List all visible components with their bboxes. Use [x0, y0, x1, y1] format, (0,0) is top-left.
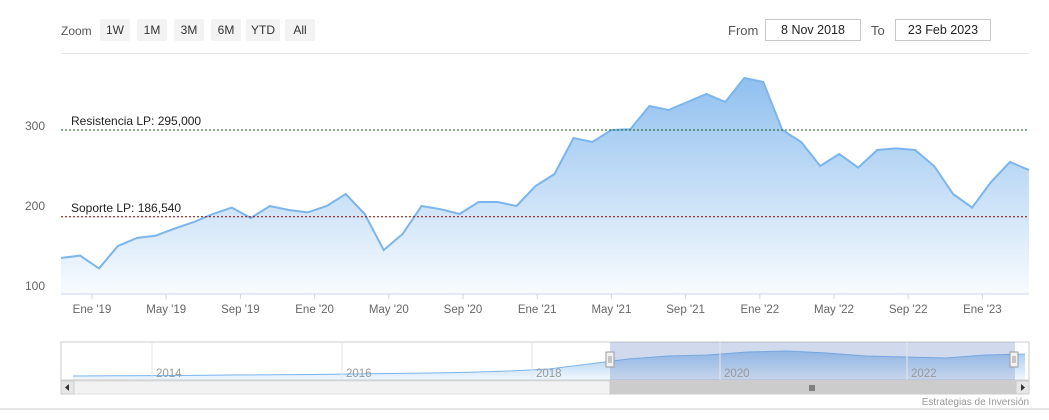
navigator-left-handle — [605, 351, 615, 368]
x-tick-label: Sep '22 — [889, 304, 928, 316]
navigator-series-line — [72, 350, 1026, 377]
x-tick-label: Ene '19 — [73, 304, 112, 316]
navigator-year-label: 2022 — [911, 368, 937, 380]
navigator-selected-range — [610, 342, 1015, 380]
zoom-label: Zoom — [61, 24, 92, 38]
x-tick-label: May '21 — [591, 304, 631, 316]
scroll-right-arrow-icon — [1021, 384, 1025, 391]
to-date-input[interactable]: 23 Feb 2023 — [895, 19, 991, 41]
y-tick-label: 200 — [25, 199, 45, 213]
x-tick-label: Ene '22 — [740, 304, 779, 316]
y-tick-label: 100 — [25, 279, 45, 293]
x-tick-label: Sep '21 — [666, 304, 705, 316]
zoom-1m-button[interactable]: 1M — [137, 19, 167, 41]
annotations: Resistencia LP: 295,000 Soporte LP: 186,5… — [61, 114, 1029, 218]
x-tick-label: May '22 — [814, 304, 854, 316]
to-label: To — [871, 23, 885, 38]
navigator[interactable]: 2014 2016 2018 2020 2022 — [0, 341, 1049, 410]
toolbar-divider — [61, 53, 1029, 54]
navigator-year-label: 2016 — [346, 368, 372, 380]
x-tick-label: May '19 — [146, 304, 186, 316]
x-tick-label: Sep '20 — [444, 304, 483, 316]
support-label: Soporte LP: 186,540 — [71, 201, 181, 215]
series-line — [60, 76, 1030, 270]
x-axis: Ene '19 May '19 Sep '19 Ene '20 May '20 Sep '… — [61, 293, 1029, 316]
y-axis: 100 200 300 — [25, 119, 45, 293]
x-tick-label: Sep '19 — [221, 304, 260, 316]
navigator-series-area — [73, 351, 1025, 380]
navigator-right-handle — [1009, 351, 1019, 368]
resistance-label: Resistencia LP: 295,000 — [71, 114, 201, 128]
navigator-year-label: 2018 — [536, 368, 562, 380]
x-tick-label: May '20 — [369, 304, 409, 316]
zoom-ytd-button[interactable]: YTD — [246, 19, 280, 41]
x-tick-label: Ene '20 — [295, 304, 334, 316]
x-tick-label: Ene '23 — [963, 304, 1002, 316]
plot-area — [60, 76, 1030, 294]
range-selector-toolbar: Zoom 1W 1M 3M 6M YTD All From 8 Nov 2018… — [0, 0, 1049, 54]
from-date-input[interactable]: 8 Nov 2018 — [765, 19, 861, 41]
x-tick-label: Ene '21 — [518, 304, 557, 316]
series-area — [61, 78, 1029, 294]
zoom-all-button[interactable]: All — [285, 19, 315, 41]
zoom-6m-button[interactable]: 6M — [211, 19, 241, 41]
navigator-year-label: 2014 — [156, 368, 182, 380]
scroll-left-arrow-icon — [65, 384, 69, 391]
credits-text: Estrategias de Inversión — [921, 397, 1029, 408]
zoom-1w-button[interactable]: 1W — [100, 19, 130, 41]
zoom-3m-button[interactable]: 3M — [174, 19, 204, 41]
from-label: From — [728, 23, 759, 38]
y-tick-label: 300 — [25, 119, 45, 133]
navigator-year-label: 2020 — [724, 368, 750, 380]
